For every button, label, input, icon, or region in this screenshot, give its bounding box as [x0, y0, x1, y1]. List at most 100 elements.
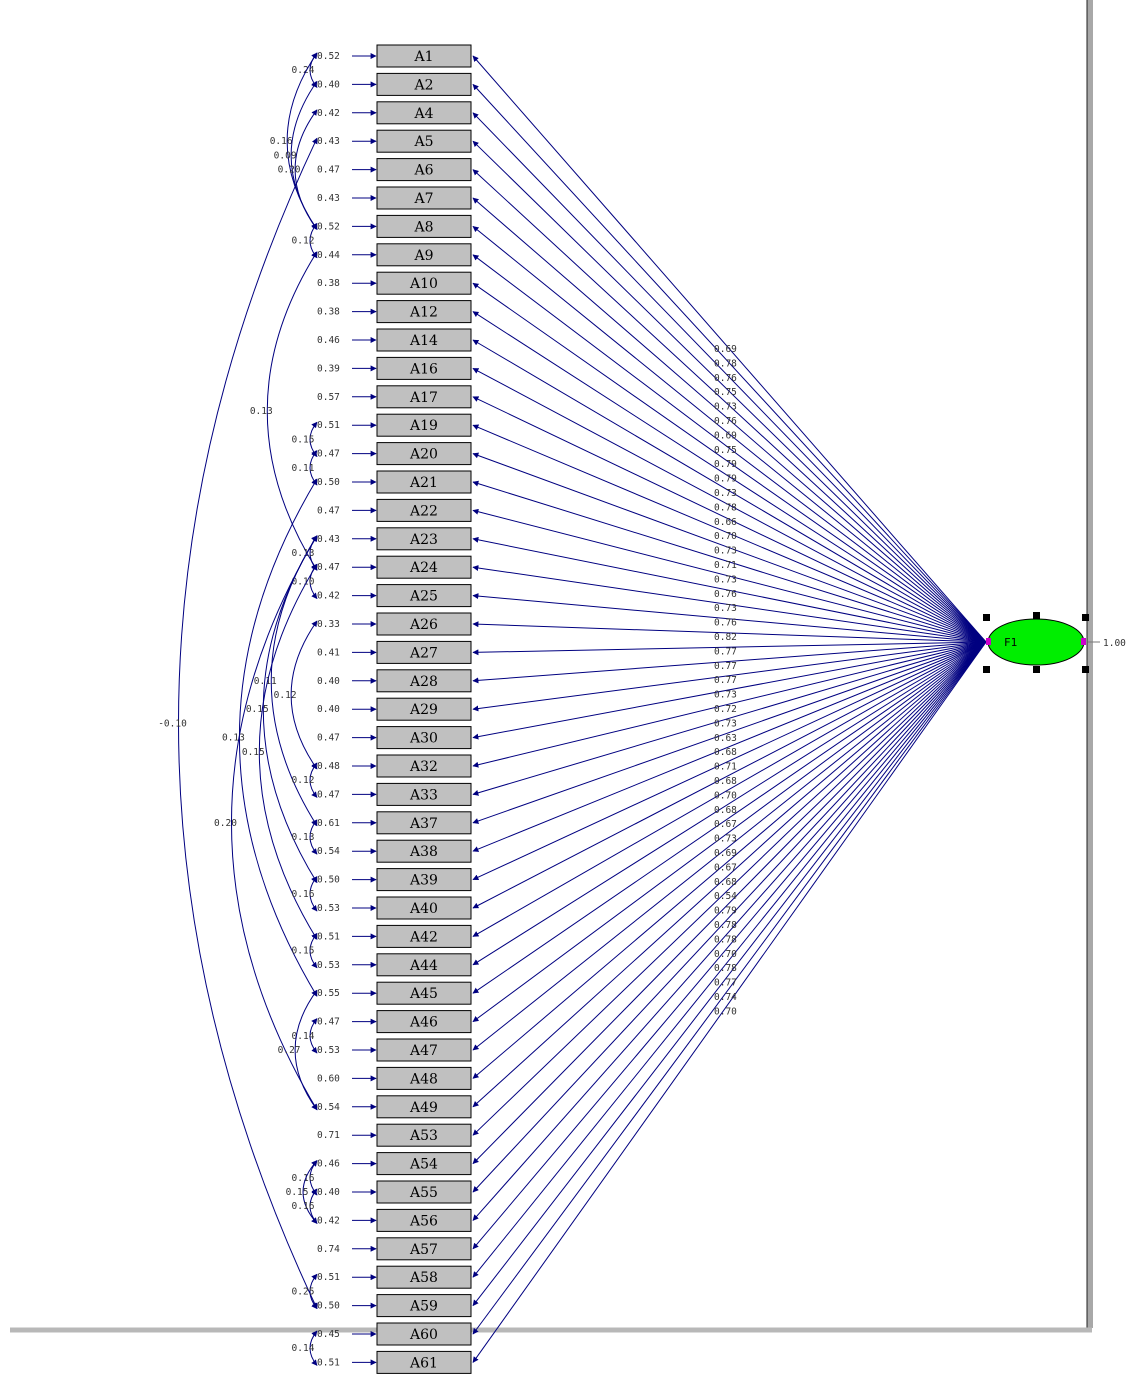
- variable-a24[interactable]: A24 0.47: [317, 555, 472, 579]
- variable-box[interactable]: [376, 953, 472, 977]
- variable-a5[interactable]: A5 0.43: [317, 129, 472, 153]
- variable-box[interactable]: [376, 243, 472, 267]
- variable-a48[interactable]: A48 0.60: [317, 1066, 472, 1090]
- variable-a32[interactable]: A32 0.48: [317, 754, 472, 778]
- variable-box[interactable]: [376, 1010, 472, 1034]
- variable-box[interactable]: [376, 1350, 472, 1374]
- selection-handle[interactable]: [1033, 666, 1040, 673]
- variable-box[interactable]: [376, 754, 472, 778]
- variable-a22[interactable]: A22 0.47: [317, 498, 472, 522]
- variable-a21[interactable]: A21 0.50: [317, 470, 472, 494]
- variable-a58[interactable]: A58 0.51: [317, 1265, 472, 1289]
- variable-a30[interactable]: A30 0.47: [317, 726, 472, 750]
- variable-a14[interactable]: A14 0.46: [317, 328, 472, 352]
- variable-a39[interactable]: A39 0.50: [317, 868, 472, 892]
- variable-box[interactable]: [376, 300, 472, 324]
- factor-ellipse[interactable]: [987, 618, 1085, 666]
- variable-box[interactable]: [376, 1294, 472, 1318]
- variable-a10[interactable]: A10 0.38: [317, 271, 472, 295]
- variable-a7[interactable]: A7 0.43: [317, 186, 472, 210]
- variable-a16[interactable]: A16 0.39: [317, 356, 472, 380]
- variable-a37[interactable]: A37 0.61: [317, 811, 472, 835]
- variable-a2[interactable]: A2 0.40: [317, 72, 472, 96]
- selection-handle[interactable]: [1033, 612, 1040, 619]
- variable-box[interactable]: [376, 356, 472, 380]
- variable-a33[interactable]: A33 0.47: [317, 782, 472, 806]
- variable-box[interactable]: [376, 1123, 472, 1147]
- factor-f1[interactable]: F1 1.00: [983, 612, 1126, 673]
- variable-box[interactable]: [376, 1322, 472, 1346]
- selection-handle[interactable]: [983, 666, 990, 673]
- variable-a1[interactable]: A1 0.52: [317, 44, 472, 68]
- variable-box[interactable]: [376, 896, 472, 920]
- variable-a57[interactable]: A57 0.74: [317, 1237, 472, 1261]
- variable-a23[interactable]: A23 0.43: [317, 527, 472, 551]
- variable-box[interactable]: [376, 839, 472, 863]
- variable-a29[interactable]: A29 0.40: [317, 697, 472, 721]
- variable-a4[interactable]: A4 0.42: [317, 101, 472, 125]
- variable-box[interactable]: [376, 101, 472, 125]
- variable-a26[interactable]: A26 0.33: [317, 612, 472, 636]
- variable-box[interactable]: [376, 72, 472, 96]
- variable-box[interactable]: [376, 726, 472, 750]
- variable-box[interactable]: [376, 697, 472, 721]
- variable-box[interactable]: [376, 924, 472, 948]
- selection-handle[interactable]: [1082, 614, 1089, 621]
- variable-a54[interactable]: A54 0.46: [317, 1152, 472, 1176]
- variable-a8[interactable]: A8 0.52: [317, 214, 472, 238]
- variable-box[interactable]: [376, 328, 472, 352]
- variable-a9[interactable]: A9 0.44: [317, 243, 472, 267]
- variable-box[interactable]: [376, 1208, 472, 1232]
- variable-box[interactable]: [376, 555, 472, 579]
- variable-a49[interactable]: A49 0.54: [317, 1095, 472, 1119]
- variable-box[interactable]: [376, 470, 472, 494]
- variable-a12[interactable]: A12 0.38: [317, 300, 472, 324]
- variable-box[interactable]: [376, 413, 472, 437]
- variable-box[interactable]: [376, 1180, 472, 1204]
- variable-a53[interactable]: A53 0.71: [317, 1123, 472, 1147]
- variable-box[interactable]: [376, 385, 472, 409]
- variable-a56[interactable]: A56 0.42: [317, 1208, 472, 1232]
- variable-box[interactable]: [376, 782, 472, 806]
- variable-box[interactable]: [376, 981, 472, 1005]
- variable-box[interactable]: [376, 271, 472, 295]
- variable-box[interactable]: [376, 186, 472, 210]
- variable-box[interactable]: [376, 811, 472, 835]
- variable-a44[interactable]: A44 0.53: [317, 953, 472, 977]
- variable-a59[interactable]: A59 0.50: [317, 1294, 472, 1318]
- variable-a46[interactable]: A46 0.47: [317, 1010, 472, 1034]
- variable-a42[interactable]: A42 0.51: [317, 924, 472, 948]
- variable-box[interactable]: [376, 129, 472, 153]
- variable-box[interactable]: [376, 669, 472, 693]
- variable-box[interactable]: [376, 1152, 472, 1176]
- variable-box[interactable]: [376, 1095, 472, 1119]
- selection-handle[interactable]: [983, 614, 990, 621]
- anchor-point-left[interactable]: [986, 638, 991, 645]
- variable-box[interactable]: [376, 640, 472, 664]
- variable-a61[interactable]: A61 0.51: [317, 1350, 472, 1374]
- variable-a55[interactable]: A55 0.40: [317, 1180, 472, 1204]
- variable-box[interactable]: [376, 214, 472, 238]
- variable-box[interactable]: [376, 612, 472, 636]
- variable-box[interactable]: [376, 1038, 472, 1062]
- variable-box[interactable]: [376, 44, 472, 68]
- variable-a20[interactable]: A20 0.47: [317, 442, 472, 466]
- variable-box[interactable]: [376, 442, 472, 466]
- variable-a27[interactable]: A27 0.41: [317, 640, 472, 664]
- variable-box[interactable]: [376, 498, 472, 522]
- variable-box[interactable]: [376, 527, 472, 551]
- variable-a45[interactable]: A45 0.55: [317, 981, 472, 1005]
- variable-a17[interactable]: A17 0.57: [317, 385, 472, 409]
- variable-a6[interactable]: A6 0.47: [317, 158, 472, 182]
- variable-a25[interactable]: A25 0.42: [317, 584, 472, 608]
- variable-box[interactable]: [376, 584, 472, 608]
- variable-a28[interactable]: A28 0.40: [317, 669, 472, 693]
- variable-a40[interactable]: A40 0.53: [317, 896, 472, 920]
- variable-box[interactable]: [376, 1265, 472, 1289]
- variable-a60[interactable]: A60 0.45: [317, 1322, 472, 1346]
- variable-box[interactable]: [376, 1066, 472, 1090]
- variable-box[interactable]: [376, 158, 472, 182]
- anchor-point-right[interactable]: [1081, 638, 1086, 645]
- variable-box[interactable]: [376, 868, 472, 892]
- variable-a47[interactable]: A47 0.53: [317, 1038, 472, 1062]
